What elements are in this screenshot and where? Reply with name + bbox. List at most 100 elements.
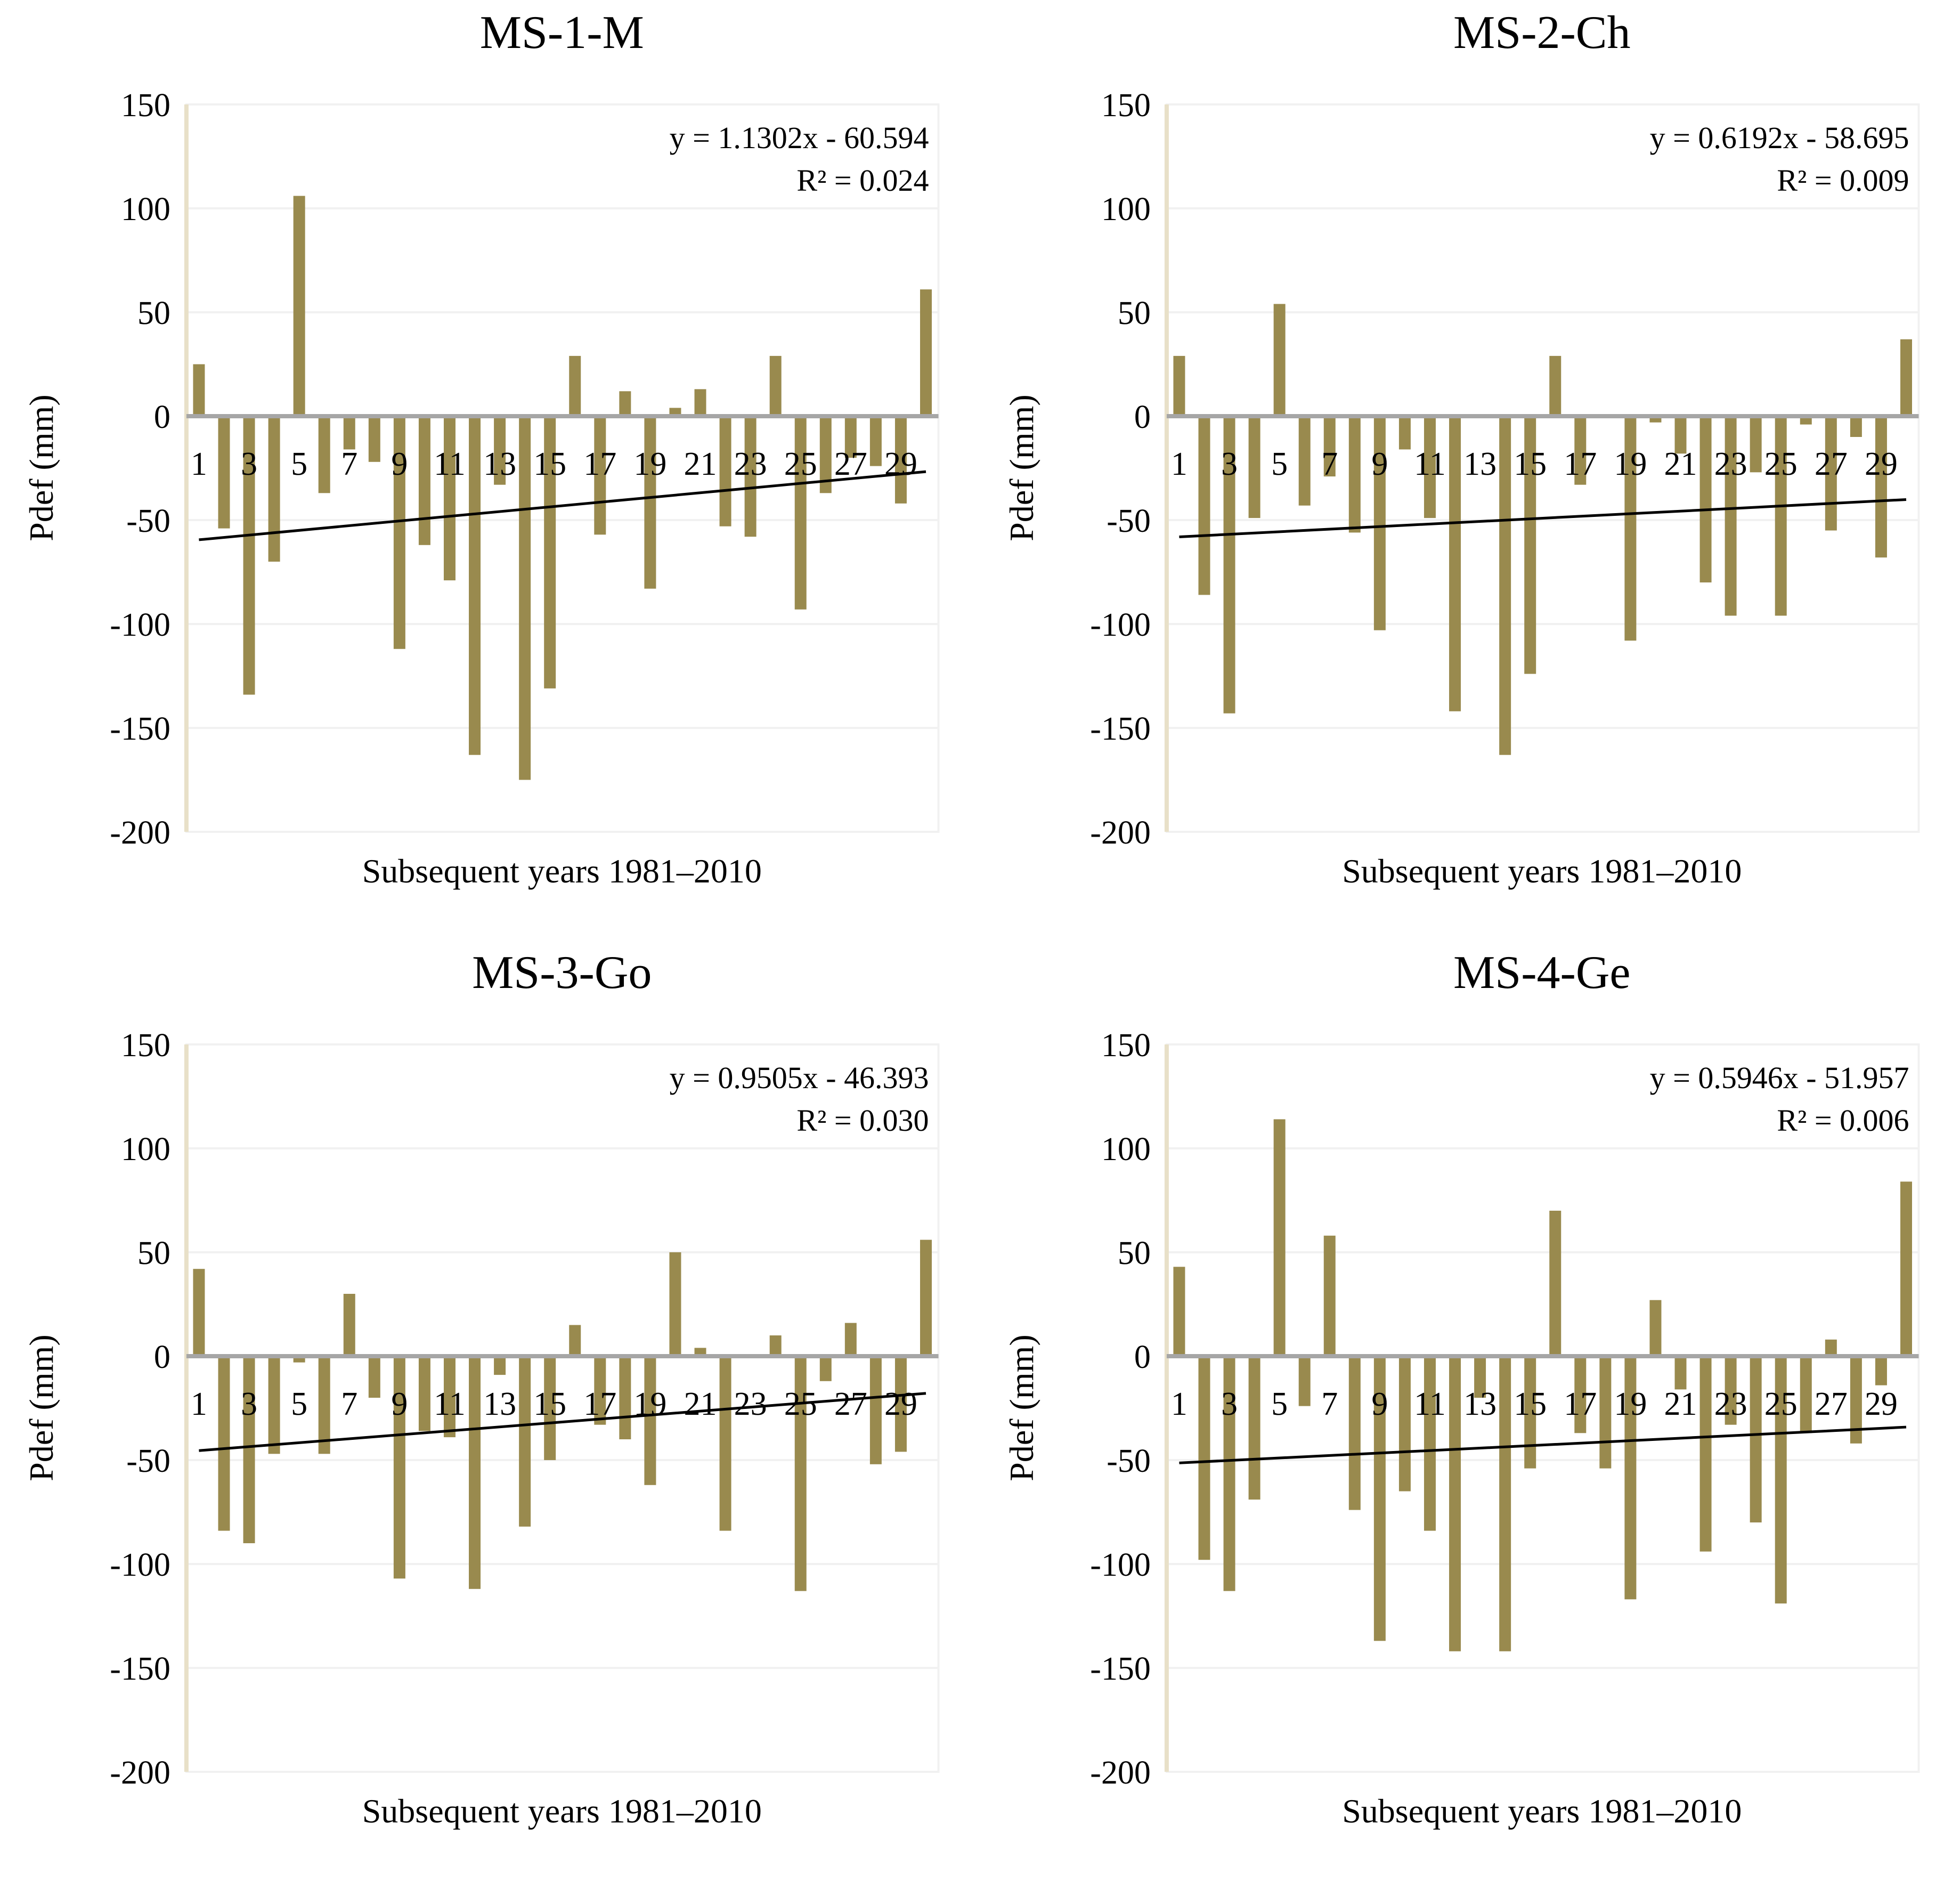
x-tick-label-25: 25: [1764, 1386, 1797, 1422]
chart-ms-3-go: MS-3-Go Pdef (mm) 150 100 50 0 -50 -100 -150 -2…: [0, 940, 980, 1880]
bar-year-9: [393, 1356, 405, 1579]
bar-year-14: [519, 416, 531, 780]
bar-year-14: [1499, 416, 1511, 755]
trend-equation-label: y = 0.5946x - 51.957: [1649, 1060, 1909, 1095]
x-tick-label-19: 19: [633, 446, 666, 482]
x-tick-label-9: 9: [1371, 446, 1388, 482]
bar-year-1: [1173, 355, 1185, 416]
bar-year-17: [594, 416, 606, 535]
bar-year-10: [1398, 416, 1411, 450]
bar-year-16: [569, 1325, 581, 1356]
bar-year-22: [719, 1356, 731, 1531]
bar-year-3: [1223, 1356, 1235, 1591]
x-tick-label-25: 25: [784, 446, 817, 482]
bar-year-20: [1649, 416, 1661, 423]
y-tick-label-100: 100: [121, 191, 170, 228]
y-tick-label-0: 0: [154, 1339, 170, 1375]
bar-year-22: [719, 416, 731, 526]
bar-year-1: [193, 1269, 205, 1356]
bar-year-22: [1699, 1356, 1712, 1552]
y-tick-label-50: 50: [137, 295, 170, 331]
trend-line: [199, 470, 926, 541]
y-tick-label--50: -50: [126, 1443, 170, 1479]
x-tick-label-17: 17: [1564, 446, 1597, 482]
chart-title: MS-2-Ch: [1453, 7, 1631, 59]
r-squared-label: R² = 0.006: [1777, 1103, 1909, 1138]
bar-year-8: [368, 416, 380, 462]
bar-year-17: [1574, 416, 1586, 485]
bar-year-18: [619, 1356, 631, 1439]
bar-year-20: [669, 1252, 681, 1356]
y-tick-label-100: 100: [121, 1131, 170, 1168]
bar-year-4: [268, 416, 280, 562]
bar-year-15: [544, 416, 556, 688]
y-tick-label--200: -200: [110, 815, 170, 851]
x-tick-label-9: 9: [391, 446, 408, 482]
bar-year-30: [1900, 339, 1912, 416]
bar-year-30: [920, 289, 932, 416]
bar-year-16: [1549, 355, 1561, 416]
r-squared-label: R² = 0.009: [1777, 163, 1909, 198]
bar-year-5: [1273, 304, 1286, 416]
bar-year-1: [1173, 1267, 1185, 1356]
bar-year-11: [1424, 1356, 1436, 1531]
x-tick-label-3: 3: [1221, 1386, 1238, 1422]
x-tick-label-3: 3: [241, 1386, 257, 1422]
x-tick-label-7: 7: [341, 446, 357, 482]
chart-title: MS-3-Go: [472, 947, 652, 999]
bar-year-4: [1248, 1356, 1260, 1500]
bar-year-26: [819, 1356, 832, 1381]
x-tick-label-27: 27: [1814, 1386, 1847, 1422]
x-tick-label-15: 15: [1514, 1386, 1547, 1422]
x-tick-label-29: 29: [1864, 446, 1897, 482]
x-tick-label-23: 23: [734, 446, 767, 482]
bar-year-7: [343, 416, 355, 450]
y-tick-label--150: -150: [110, 1651, 170, 1687]
y-tick-label-150: 150: [121, 87, 170, 124]
bar-year-14: [1499, 1356, 1511, 1651]
bar-year-29: [894, 416, 907, 504]
x-tick-label-27: 27: [834, 1386, 867, 1422]
y-tick-label-100: 100: [1101, 191, 1150, 228]
bar-year-9: [393, 416, 405, 649]
bar-year-19: [1624, 416, 1636, 641]
y-tick-label--200: -200: [110, 1755, 170, 1791]
bar-year-25: [1775, 1356, 1787, 1604]
bar-year-15: [1524, 1356, 1536, 1469]
x-tick-label-3: 3: [1221, 446, 1238, 482]
x-tick-label-21: 21: [684, 446, 717, 482]
x-tick-label-11: 11: [1414, 1386, 1446, 1422]
bar-year-18: [1599, 1356, 1611, 1469]
y-tick-label-50: 50: [1117, 295, 1150, 331]
bar-year-16: [1549, 1211, 1561, 1356]
r-squared-label: R² = 0.024: [796, 163, 929, 198]
bar-year-6: [318, 1356, 330, 1454]
bar-year-28: [1850, 416, 1862, 437]
x-tick-label-5: 5: [291, 1386, 307, 1422]
bar-year-8: [1348, 416, 1361, 533]
x-tick-label-21: 21: [1664, 1386, 1697, 1422]
x-tick-label-11: 11: [434, 1386, 466, 1422]
y-tick-label--100: -100: [1090, 1547, 1151, 1583]
chart-title: MS-1-M: [479, 7, 644, 59]
bar-year-2: [218, 1356, 230, 1531]
x-tick-label-19: 19: [1614, 446, 1647, 482]
y-tick-label--150: -150: [1090, 711, 1151, 747]
bar-year-7: [1323, 416, 1336, 477]
bar-year-19: [644, 416, 656, 589]
bar-year-20: [1649, 1300, 1661, 1356]
bar-year-12: [469, 1356, 481, 1589]
x-axis-title: Subsequent years 1981–2010: [362, 1792, 762, 1830]
x-tick-label-7: 7: [1321, 1386, 1338, 1422]
bar-year-10: [418, 416, 430, 545]
bar-year-8: [368, 1356, 380, 1398]
y-tick-label--150: -150: [110, 711, 170, 747]
bar-year-17: [594, 1356, 606, 1425]
y-tick-label-0: 0: [1134, 1339, 1150, 1375]
bar-year-11: [443, 416, 456, 581]
bar-year-21: [1674, 1356, 1687, 1390]
bar-year-11: [1424, 416, 1436, 518]
bar-year-5: [293, 196, 305, 416]
